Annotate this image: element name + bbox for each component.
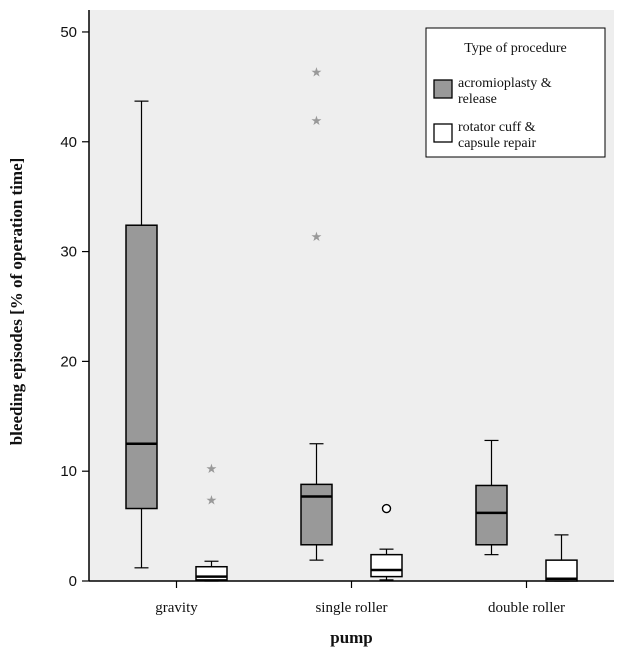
y-tick-label: 20: [60, 353, 77, 370]
x-tick-label: double roller: [488, 600, 565, 616]
legend-label: release: [458, 92, 497, 107]
box-0-2: [475, 439, 508, 556]
y-tick-label: 50: [60, 24, 77, 41]
extreme-point: ★: [206, 462, 218, 477]
legend-swatch: [433, 123, 453, 143]
legend-box: [425, 27, 606, 158]
legend-label: acromioplasty &: [458, 76, 552, 91]
box-0-0: [125, 100, 158, 569]
box-iqr: [195, 565, 228, 581]
x-axis: gravity single roller double roller: [89, 580, 614, 616]
box-iqr: [475, 484, 508, 546]
x-axis-title: pump: [330, 628, 373, 647]
y-axis: 0 10 20 30 40 50: [60, 10, 90, 590]
outlier-point: [381, 503, 392, 514]
extreme-point: ★: [311, 114, 323, 129]
legend-label: capsule repair: [458, 136, 536, 151]
y-axis-title: bleeding episodes [% of operation time]: [7, 158, 26, 446]
box-0-1: ★ ★ ★: [300, 65, 333, 561]
y-tick-label: 10: [60, 463, 77, 480]
extreme-point: ★: [311, 230, 323, 245]
x-tick-label: single roller: [315, 600, 387, 616]
extreme-point: ★: [311, 65, 323, 80]
legend: Type of procedure acromioplasty &release r…: [425, 27, 606, 158]
legend-swatch: [433, 79, 453, 99]
box-1-0: ★★: [195, 462, 228, 582]
y-tick-label: 40: [60, 134, 77, 151]
y-tick-label: 30: [60, 244, 77, 261]
y-tick-label: 0: [69, 573, 77, 590]
box-iqr: [300, 483, 333, 546]
extreme-point: ★: [206, 494, 218, 509]
box-iqr: [370, 553, 403, 578]
box-iqr: [125, 224, 158, 510]
legend-title: Type of procedure: [464, 41, 566, 56]
boxes-layer: ★★★★★: [125, 65, 578, 582]
x-tick-label: gravity: [155, 600, 198, 616]
box-1-1: [370, 503, 403, 581]
legend-label: rotator cuff &: [458, 120, 536, 135]
